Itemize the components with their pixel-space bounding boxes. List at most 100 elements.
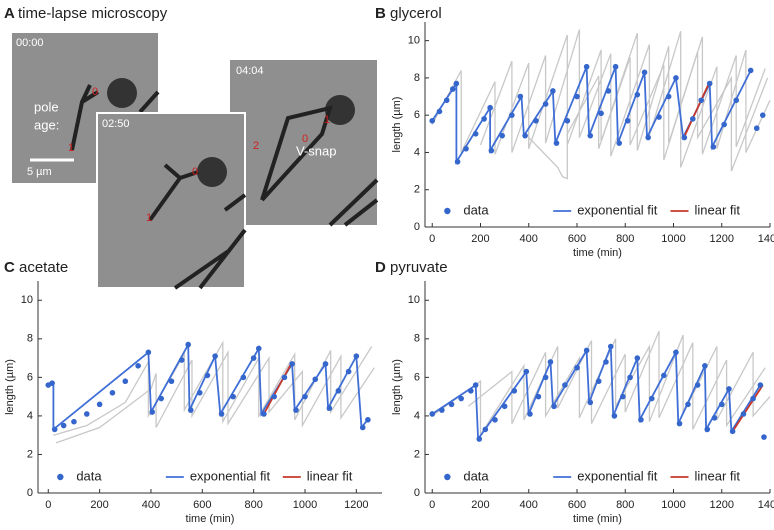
legend-label: exponential fit bbox=[190, 468, 271, 483]
y-tick-label: 4 bbox=[414, 410, 420, 422]
data-point bbox=[509, 112, 515, 118]
x-tick-label: 600 bbox=[568, 233, 586, 245]
data-point bbox=[71, 418, 77, 425]
y-axis-label: length (µm) bbox=[391, 359, 403, 415]
data-point bbox=[562, 382, 568, 388]
data-point bbox=[250, 355, 257, 361]
scale-label: 5 µm bbox=[27, 166, 52, 178]
data-point bbox=[149, 409, 156, 415]
frame-time: 04:04 bbox=[236, 65, 264, 77]
data-point bbox=[281, 374, 288, 381]
data-point bbox=[96, 401, 103, 408]
y-tick-label: 2 bbox=[27, 448, 33, 460]
data-point bbox=[750, 395, 756, 402]
data-point bbox=[499, 132, 506, 139]
legend-label: exponential fit bbox=[577, 468, 658, 483]
y-tick-label: 0 bbox=[414, 221, 420, 233]
background-trace bbox=[431, 330, 766, 438]
data-point bbox=[542, 374, 549, 381]
cell-debris bbox=[325, 95, 355, 125]
data-point bbox=[271, 393, 277, 400]
data-point bbox=[458, 395, 464, 402]
data-point bbox=[564, 117, 571, 124]
data-point bbox=[472, 131, 479, 137]
data-point bbox=[673, 75, 679, 81]
data-point bbox=[359, 424, 366, 431]
x-tick-label: 200 bbox=[471, 499, 489, 511]
data-point bbox=[109, 389, 116, 396]
background-trace bbox=[55, 349, 375, 444]
data-point bbox=[587, 399, 594, 406]
data-point bbox=[726, 386, 732, 392]
y-tick-label: 2 bbox=[414, 448, 420, 460]
data-point bbox=[204, 372, 211, 379]
frame-time: 02:50 bbox=[102, 118, 130, 130]
data-point bbox=[583, 347, 590, 354]
x-axis-label: time (min) bbox=[573, 513, 622, 525]
annotation: pole bbox=[34, 99, 59, 114]
data-point bbox=[729, 428, 736, 435]
cell-debris bbox=[107, 78, 137, 108]
x-tick-label: 200 bbox=[90, 499, 108, 511]
data-point bbox=[685, 401, 691, 408]
data-point bbox=[261, 411, 267, 417]
legend-marker bbox=[444, 473, 451, 481]
data-point bbox=[481, 116, 487, 122]
data-point bbox=[718, 401, 725, 408]
data-point bbox=[702, 363, 708, 369]
panel-label: D bbox=[375, 259, 386, 276]
data-point bbox=[185, 341, 191, 348]
panel-title: pyruvate bbox=[390, 259, 448, 276]
data-point bbox=[733, 97, 740, 104]
data-point bbox=[706, 80, 713, 87]
data-point bbox=[605, 88, 612, 94]
data-point bbox=[196, 389, 203, 396]
data-point bbox=[587, 132, 594, 139]
panel-title: time-lapse microscopy bbox=[18, 5, 168, 22]
data-point bbox=[517, 93, 524, 100]
legend-label: linear fit bbox=[695, 202, 741, 217]
x-tick-label: 800 bbox=[244, 499, 262, 511]
data-point bbox=[645, 134, 651, 141]
micrograph bbox=[230, 60, 377, 225]
annotation: V-snap bbox=[296, 143, 336, 158]
x-tick-label: 600 bbox=[568, 499, 586, 511]
data-point bbox=[449, 86, 456, 92]
data-point bbox=[289, 361, 295, 367]
data-point bbox=[603, 359, 609, 365]
data-point bbox=[533, 117, 539, 124]
data-point bbox=[641, 69, 648, 76]
data-point bbox=[482, 426, 489, 433]
frame-time: 00:00 bbox=[16, 37, 44, 49]
fit-line bbox=[47, 341, 370, 432]
legend-label: linear fit bbox=[307, 468, 353, 483]
data-point bbox=[595, 378, 602, 385]
data-point bbox=[648, 395, 655, 402]
data-point bbox=[240, 374, 247, 381]
data-point bbox=[178, 357, 185, 363]
data-point bbox=[627, 374, 633, 381]
data-point bbox=[542, 101, 549, 107]
data-point bbox=[335, 388, 342, 394]
y-axis-label: length (µm) bbox=[4, 359, 16, 415]
data-point bbox=[501, 403, 508, 410]
data-point bbox=[439, 407, 445, 413]
data-point bbox=[326, 405, 333, 412]
x-tick-label: 800 bbox=[616, 499, 634, 511]
data-point bbox=[60, 422, 67, 429]
pole-age: 0 bbox=[192, 166, 198, 178]
x-tick-label: 1200 bbox=[344, 499, 368, 511]
x-axis-label: time (min) bbox=[186, 513, 235, 525]
data-point bbox=[322, 361, 329, 367]
cell bbox=[260, 105, 333, 202]
data-point bbox=[345, 368, 352, 375]
data-point bbox=[757, 382, 764, 388]
x-tick-label: 1400 bbox=[758, 233, 774, 245]
x-tick-label: 0 bbox=[429, 233, 435, 245]
data-point bbox=[448, 401, 455, 408]
y-tick-label: 6 bbox=[27, 371, 33, 383]
data-point bbox=[312, 376, 319, 383]
pole-age: 0 bbox=[92, 86, 98, 98]
data-point bbox=[616, 140, 623, 146]
